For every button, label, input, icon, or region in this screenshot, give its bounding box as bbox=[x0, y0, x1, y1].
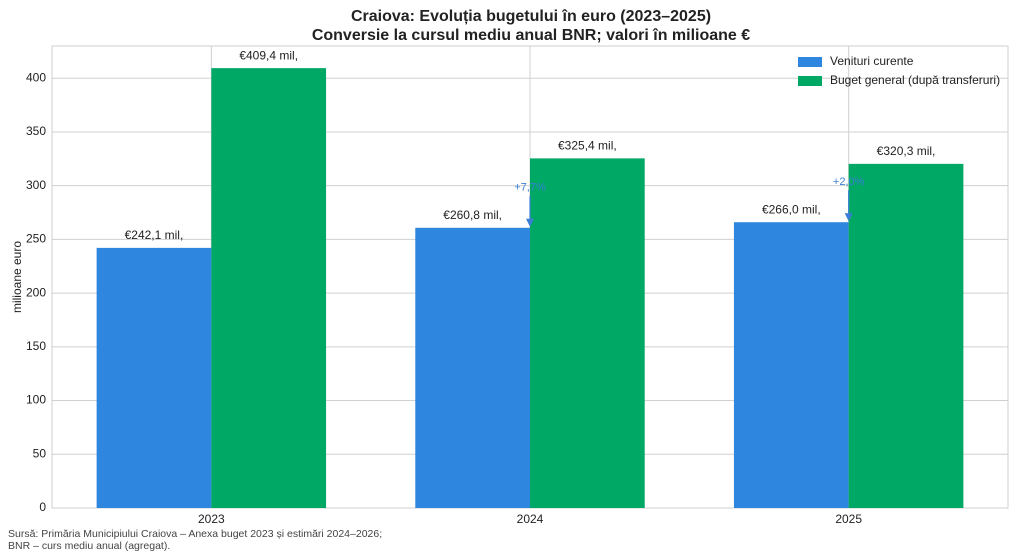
annotation: +2,0% bbox=[833, 176, 865, 188]
y-tick-label: 300 bbox=[26, 178, 46, 192]
value-label: €266,0 mil, bbox=[762, 202, 821, 216]
bar bbox=[415, 227, 530, 508]
y-tick-label: 50 bbox=[33, 446, 47, 460]
chart-title: Craiova: Evoluția bugetului în euro (202… bbox=[351, 8, 711, 25]
bar bbox=[96, 247, 212, 509]
y-tick-label: 150 bbox=[26, 339, 46, 353]
annotation: +7,7% bbox=[514, 182, 546, 194]
x-tick-label: 2023 bbox=[198, 512, 225, 526]
annotation-arrowhead bbox=[844, 213, 853, 222]
bar bbox=[848, 163, 964, 509]
bar bbox=[733, 222, 849, 508]
value-label: €325,4 mil, bbox=[558, 139, 617, 153]
y-tick-label: 400 bbox=[26, 70, 46, 84]
legend-label: Buget general (după transferuri) bbox=[830, 73, 1000, 87]
value-label: €242,1 mil, bbox=[125, 228, 184, 242]
value-label: €260,8 mil, bbox=[443, 208, 502, 222]
y-tick-label: 350 bbox=[26, 124, 46, 138]
y-tick-label: 100 bbox=[26, 393, 46, 407]
bar bbox=[530, 158, 645, 508]
source-line: Sursă: Primăria Municipiului Craiova – A… bbox=[8, 528, 382, 540]
x-tick-label: 2025 bbox=[835, 512, 862, 526]
y-tick-label: 0 bbox=[39, 500, 46, 514]
annotation-arrowhead bbox=[526, 218, 534, 227]
y-tick-label: 250 bbox=[26, 232, 46, 246]
legend-swatch bbox=[798, 76, 822, 86]
bar bbox=[211, 68, 327, 508]
value-label: €320,3 mil, bbox=[877, 144, 936, 158]
legend-swatch bbox=[798, 57, 822, 67]
y-axis-label: milioane euro bbox=[10, 241, 24, 313]
value-label: €409,4 mil, bbox=[239, 48, 298, 62]
source-line: BNR – curs mediu anual (agregat). bbox=[8, 540, 170, 552]
chart-subtitle: Conversie la cursul mediu anual BNR; val… bbox=[312, 27, 750, 44]
x-tick-label: 2024 bbox=[517, 512, 544, 526]
y-tick-label: 200 bbox=[26, 285, 46, 299]
legend-label: Venituri curente bbox=[830, 54, 914, 68]
